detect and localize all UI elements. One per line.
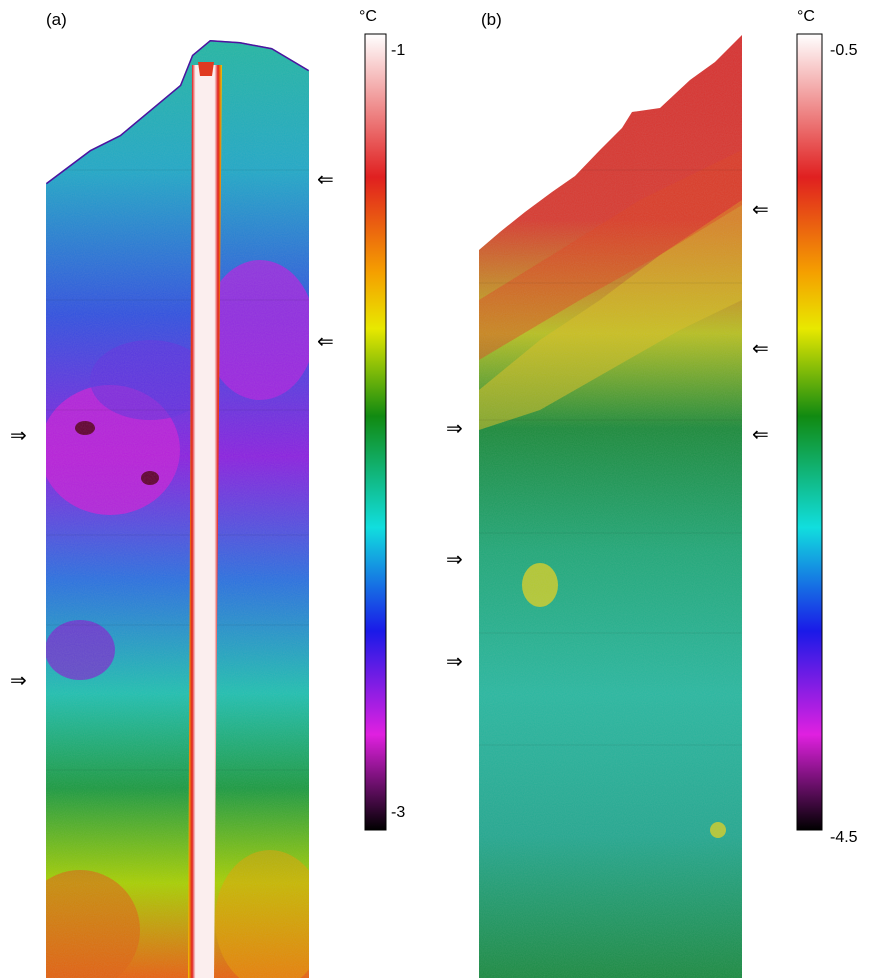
colorbar-b-min-label: -4.5 [830, 829, 858, 846]
arrow-marker-a2: ⇐ [317, 331, 334, 353]
arrow-marker-b6: ⇒ [446, 651, 463, 673]
thermal-image-b [479, 35, 742, 978]
colorbar-b-max-label: -0.5 [830, 42, 858, 59]
arrow-marker-a3: ⇒ [10, 425, 27, 447]
colorbar-b [796, 33, 823, 831]
colorbar-a-unit: °C [359, 8, 377, 25]
colorbar-b-unit: °C [797, 8, 815, 25]
arrow-marker-b2: ⇐ [752, 338, 769, 360]
thermal-image-a [46, 40, 309, 978]
colorbar-a-max-label: -1 [391, 42, 406, 59]
arrow-marker-a4: ⇒ [10, 670, 27, 692]
panel-b-label: (b) [481, 10, 502, 29]
colorbar-a [364, 33, 387, 831]
panel-a-label: (a) [46, 10, 67, 29]
arrow-marker-a1: ⇐ [317, 169, 334, 191]
arrow-marker-b5: ⇒ [446, 549, 463, 571]
arrow-marker-b3: ⇐ [752, 424, 769, 446]
colorbar-a-min-label: -3 [391, 804, 406, 821]
arrow-marker-b1: ⇐ [752, 199, 769, 221]
arrow-marker-b4: ⇒ [446, 418, 463, 440]
